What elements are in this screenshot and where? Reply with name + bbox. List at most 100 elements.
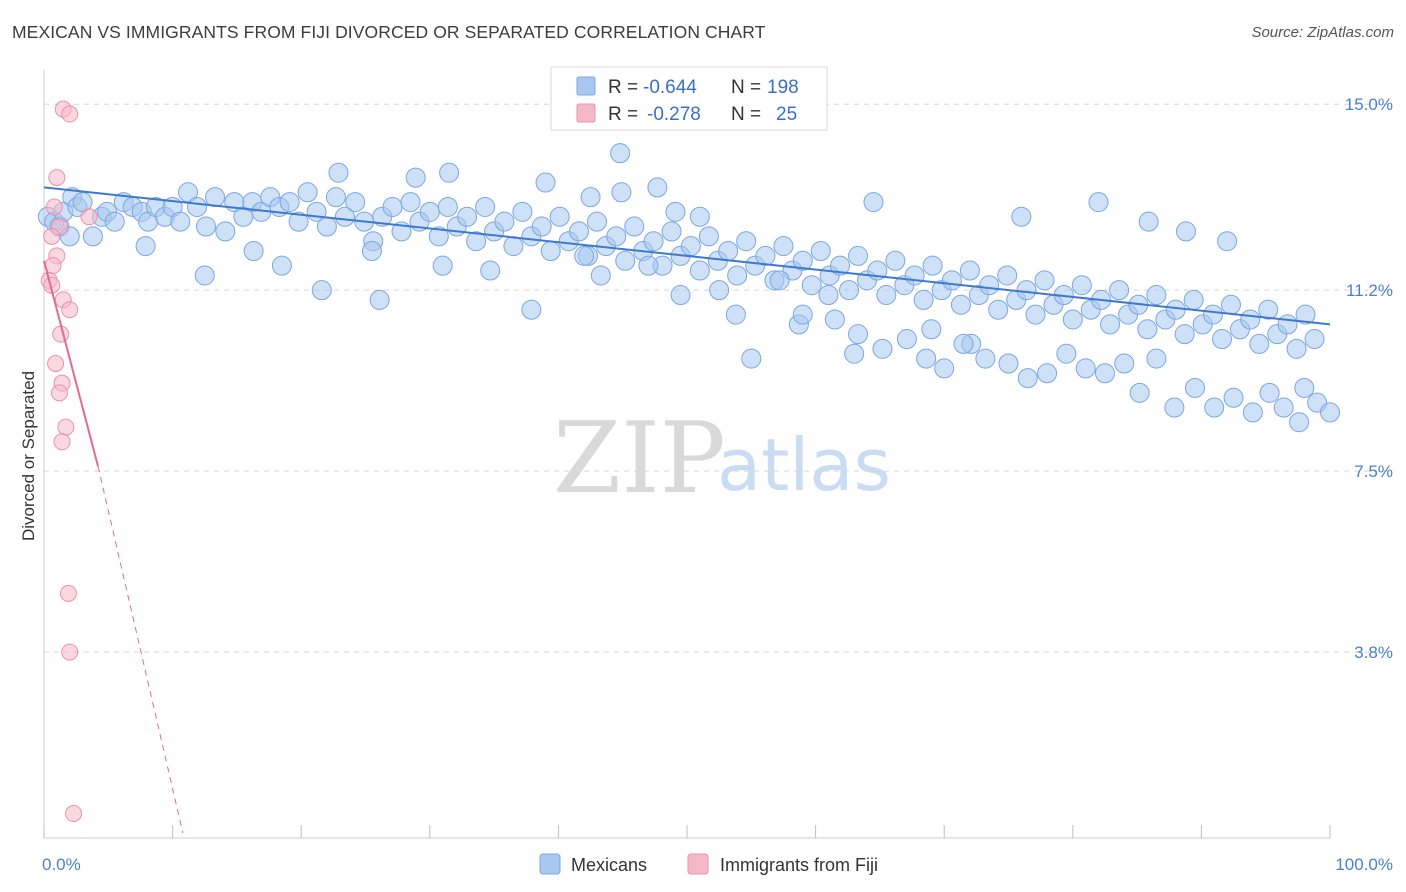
mexicans-point-207 <box>921 319 942 340</box>
mexicans-point-181 <box>1129 382 1150 403</box>
fiji-point-5 <box>80 208 98 226</box>
mexicans-point-34 <box>325 187 346 208</box>
mexicans-point-130 <box>1220 294 1241 315</box>
mexicans-point-56 <box>531 216 552 237</box>
mexicans-point-199 <box>863 192 884 213</box>
mexicans-point-133 <box>1249 333 1270 354</box>
mexicans-point-21 <box>205 187 226 208</box>
mexicans-point-48 <box>457 206 478 227</box>
mexicans-point-108 <box>1016 280 1037 301</box>
mexicans-point-45 <box>428 226 449 247</box>
mexicans-point-189 <box>1273 397 1294 418</box>
mexicans-point-188 <box>1259 382 1280 403</box>
gridlines <box>44 103 1390 653</box>
mexicans-point-6 <box>82 226 103 247</box>
fiji-point-6 <box>43 227 61 245</box>
mexicans-point-114 <box>1071 275 1092 296</box>
mexicans-point-148 <box>361 240 382 261</box>
fiji-point-19 <box>59 584 77 602</box>
legend-n-value-1: 198 <box>767 77 799 98</box>
bottom-legend-fiji: Immigrants from Fiji <box>720 855 878 875</box>
mexicans-point-62 <box>586 211 607 232</box>
mexicans-point-35 <box>334 206 355 227</box>
mexicans-point-68 <box>643 231 664 252</box>
axes <box>43 70 1331 839</box>
mexicans-point-159 <box>638 255 659 276</box>
mexicans-point-84 <box>792 250 813 271</box>
y-tick-label-3: 3.8% <box>1354 643 1393 662</box>
mexicans-point-147 <box>328 162 349 183</box>
mexicans-point-168 <box>872 338 893 359</box>
watermark-zip: ZIP <box>553 402 726 516</box>
fiji-point-17 <box>57 418 75 436</box>
mexicans-point-166 <box>824 309 845 330</box>
mexicans-point-22 <box>215 221 236 242</box>
legend-r-label-2: R = <box>608 104 638 125</box>
bottom-legend-swatch-mexicans <box>539 853 561 875</box>
mexicans-point-42 <box>400 192 421 213</box>
fiji-point-1 <box>61 105 79 123</box>
mexicans-point-97 <box>913 289 934 310</box>
legend-r-label-1: R = <box>608 77 638 98</box>
mexicans-point-163 <box>725 304 746 325</box>
mexicans-point-137 <box>1286 338 1307 359</box>
mexicans-point-72 <box>680 236 701 257</box>
mexicans-point-36 <box>345 192 366 213</box>
mexicans-point-191 <box>1294 377 1315 398</box>
mexicans-point-109 <box>1025 304 1046 325</box>
fiji-point-14 <box>47 355 65 373</box>
mexicans-point-200 <box>647 177 668 198</box>
mexicans-point-175 <box>1017 368 1038 389</box>
mexicans-point-125 <box>1174 324 1195 345</box>
mexicans-point-145 <box>271 255 292 276</box>
mexicans-point-194 <box>1088 192 1109 213</box>
legend-n-value-2: 25 <box>776 104 797 125</box>
mexicans-point-31 <box>297 182 318 203</box>
mexicans-point-9 <box>104 211 125 232</box>
bottom-legend-mexicans: Mexicans <box>571 855 647 875</box>
legend-n-label-2: N = <box>731 104 761 125</box>
fiji-point-13 <box>52 325 70 343</box>
bottom-legend-swatch-fiji <box>687 853 709 875</box>
mexicans-point-209 <box>818 285 839 306</box>
mexicans-point-160 <box>670 285 691 306</box>
mexicans-point-94 <box>885 250 906 271</box>
mexicans-point-187 <box>1242 402 1263 423</box>
mexicans-point-158 <box>611 182 632 203</box>
legend-r-value-2: -0.278 <box>647 104 701 125</box>
mexicans-point-156 <box>574 245 595 266</box>
fiji-point-16 <box>50 384 68 402</box>
mexicans-point-134 <box>1258 299 1279 320</box>
mexicans-point-101 <box>950 294 971 315</box>
legend-swatch-fiji <box>576 103 596 123</box>
mexicans-point-152 <box>439 162 460 183</box>
mexicans-point-78 <box>736 231 757 252</box>
mexicans-point-178 <box>1075 358 1096 379</box>
mexicans-point-164 <box>769 270 790 291</box>
mexicans-point-151 <box>432 255 453 276</box>
fiji-point-2 <box>48 169 66 187</box>
mexicans-point-29 <box>279 192 300 213</box>
mexicans-point-121 <box>1137 319 1158 340</box>
mexicans-point-208 <box>792 304 813 325</box>
y-tick-labels: 15.0% 11.2% 7.5% 3.8% <box>1345 95 1393 662</box>
mexicans-point-90 <box>848 245 869 266</box>
mexicans-point-89 <box>839 280 860 301</box>
mexicans-point-50 <box>475 196 496 217</box>
mexicans-point-104 <box>979 275 1000 296</box>
x-tick-label-1: 100.0% <box>1335 855 1393 874</box>
legend-box <box>550 66 828 131</box>
mexicans-point-153 <box>480 260 501 281</box>
mexicans-point-102 <box>959 260 980 281</box>
fiji-trend-extension <box>97 466 184 834</box>
mexicans-point-44 <box>419 201 440 222</box>
mexicans-point-180 <box>1114 353 1135 374</box>
mexicans-point-106 <box>997 265 1018 286</box>
mexicans-point-144 <box>243 240 264 261</box>
mexicans-point-46 <box>437 196 458 217</box>
mexicans-point-198 <box>1011 206 1032 227</box>
legend-r-value-1: -0.644 <box>643 77 697 98</box>
mexicans-point-149 <box>369 289 390 310</box>
mexicans-point-82 <box>773 236 794 257</box>
mexicans-point-86 <box>810 240 831 261</box>
